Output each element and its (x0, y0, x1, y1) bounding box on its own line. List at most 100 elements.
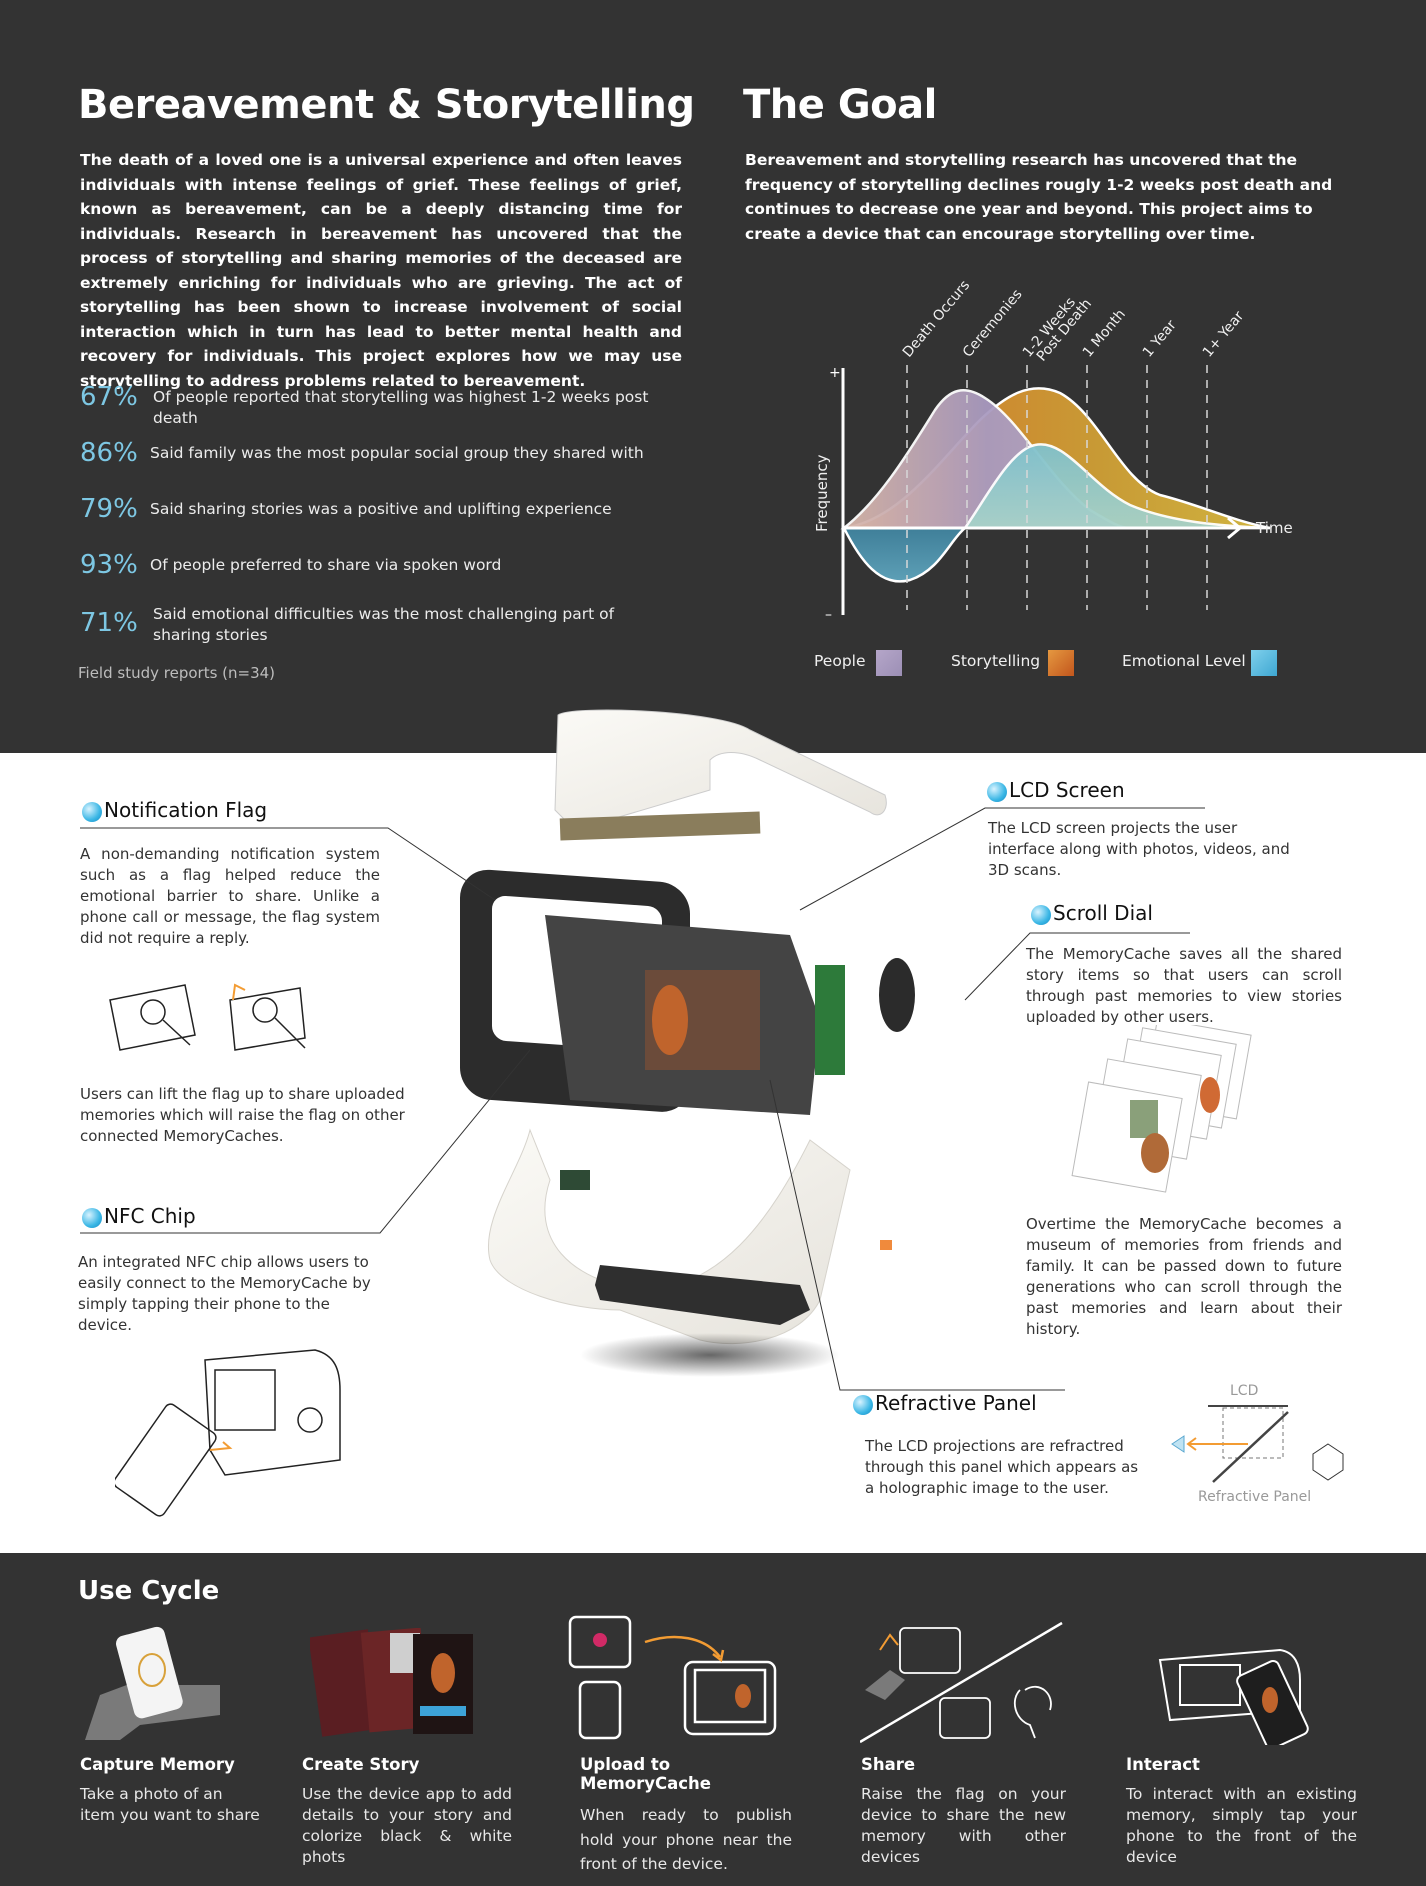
phone-icon (116, 1626, 183, 1719)
scroll-dial-text: The MemoryCache saves all the shared sto… (1026, 945, 1342, 1026)
lcd-screen-title: LCD Screen (987, 778, 1125, 802)
bullet-icon (82, 1207, 102, 1228)
step-text: Take a photo of an item you want to shar… (80, 1785, 260, 1824)
stat-text: Said sharing stories was a positive and … (150, 500, 612, 518)
stat-text: Said family was the most popular social … (150, 444, 644, 462)
upload-arrow-icon (644, 1635, 721, 1658)
scroll-dial-text2: Overtime the MemoryCache becomes a museu… (1026, 1215, 1342, 1338)
base-plate (595, 1265, 810, 1325)
publish-bar (420, 1706, 466, 1716)
step-title: Upload to MemoryCache (580, 1755, 711, 1793)
device-screen-icon (693, 1668, 767, 1724)
bereavement-title: Bereavement & Storytelling (78, 82, 695, 128)
step-create: Create Story Use the device app to add d… (302, 1755, 512, 1868)
device-icon (899, 1627, 961, 1674)
scroll-dial-title: Scroll Dial (1031, 901, 1153, 925)
lcd-callout (799, 807, 1205, 911)
x-axis-label: Time (1255, 519, 1293, 537)
step-text: Raise the flag on your device to share t… (861, 1785, 1066, 1866)
memory-cards-stack (1071, 1025, 1252, 1193)
refractive-callout (769, 1079, 1065, 1391)
legend-emotional-label: Emotional Level (1122, 652, 1246, 670)
step-title: Capture Memory (80, 1755, 235, 1774)
lcd-screen-text: The LCD screen projects the user interfa… (988, 819, 1290, 879)
step-upload: Upload to MemoryCache When ready to publ… (580, 1755, 792, 1877)
orange-part (880, 1240, 892, 1250)
stat-item: 71% Said emotional difficulties was the … (80, 604, 680, 656)
create-story-illustration (310, 1628, 473, 1737)
stat-value: 67% (80, 382, 138, 412)
nfc-chip-part (560, 1170, 590, 1190)
step-share: Share Raise the flag on your device to s… (861, 1755, 1066, 1868)
device-dial-sketch (297, 1407, 323, 1433)
notification-flag-label: Notification Flag (104, 798, 268, 822)
top-section (0, 0, 1426, 753)
notification-flag-title: Notification Flag (82, 798, 267, 822)
emotional-negative-area (841, 526, 969, 583)
diagram-panel-label: Refractive Panel (1198, 1489, 1312, 1505)
stat-value: 93% (80, 550, 138, 580)
legend-people-swatch (876, 650, 902, 676)
light-path (1222, 1407, 1284, 1459)
phone-icon (578, 1680, 622, 1740)
interact-illustration (1158, 1648, 1309, 1745)
bullet-icon (1031, 904, 1051, 925)
upload-illustration (568, 1615, 777, 1740)
use-cycle-title: Use Cycle (78, 1576, 220, 1606)
hologram-cube-icon (1312, 1443, 1344, 1481)
refraction-diagram: LCD Refractive Panel (1148, 1380, 1368, 1510)
flag-down-sketch (109, 984, 196, 1051)
device-icon (939, 1697, 991, 1739)
stat-value: 71% (80, 608, 138, 638)
notification-flag-text2: Users can lift the flag up to share uplo… (80, 1085, 405, 1145)
artifact-icon (138, 1653, 166, 1687)
scroll-dial-label: Scroll Dial (1053, 901, 1153, 925)
device-screen-icon (1179, 1664, 1241, 1706)
stat-text: Said emotional difficulties was the most… (153, 605, 615, 644)
card-artifact-image (1200, 1077, 1220, 1113)
legend-storytelling-swatch (1048, 650, 1074, 676)
device-icon (1158, 1648, 1301, 1722)
flag-up-sketch (229, 987, 306, 1051)
goal-title: The Goal (743, 82, 937, 128)
stat-item: 86% Said family was the most popular soc… (80, 436, 680, 476)
raise-arrow-icon (232, 983, 246, 1001)
memory-card (1071, 1081, 1183, 1193)
card-photo-image (1130, 1100, 1158, 1138)
time-marker-label: Ceremonies (960, 286, 1026, 360)
arrow-head (712, 1649, 725, 1663)
device-sketch (204, 1349, 341, 1476)
legend-storytelling-label: Storytelling (951, 652, 1041, 670)
refractive-panel-text: The LCD projections are refractred throu… (865, 1437, 1139, 1497)
notification-flag-text: A non-demanding notification system such… (80, 845, 380, 947)
nfc-callout (80, 1049, 531, 1234)
legend-emotional-swatch (1251, 650, 1277, 676)
stat-value: 86% (80, 438, 138, 468)
panel-line (1212, 1411, 1289, 1483)
circuit-board (815, 965, 845, 1075)
refractive-panel-label: Refractive Panel (875, 1391, 1037, 1415)
bullet-icon (853, 1394, 873, 1415)
callout-lines (80, 807, 1205, 1391)
step-text: To interact with an existing memory, sim… (1126, 1785, 1357, 1866)
stat-value: 79% (80, 494, 138, 524)
arrow-head (1186, 1437, 1197, 1451)
display-artifact (652, 985, 688, 1055)
scroll-dial-part (879, 958, 915, 1032)
footnote: Field study reports (n=34) (78, 664, 276, 682)
eye-icon (1171, 1435, 1185, 1453)
bullet-icon (987, 781, 1007, 802)
flag-sketch-icons (109, 983, 306, 1051)
time-marker-label: 1 Year (1140, 317, 1180, 360)
notification-callout (80, 827, 496, 901)
flag-up-pole (274, 1017, 306, 1049)
goal-body: Bereavement and storytelling research ha… (745, 151, 1333, 243)
chart-legend: People Storytelling Emotional Level (814, 650, 1284, 680)
y-axis-label: Frequency (813, 454, 831, 532)
stat-text: Of people preferred to share via spoken … (150, 556, 502, 574)
memorycache-exploded-view (460, 709, 915, 1377)
flag-up-circle (252, 997, 278, 1023)
stats-list: 67% Of people reported that storytelling… (80, 380, 680, 660)
y-plus-label: + (829, 365, 841, 381)
artifact-icon (431, 1653, 455, 1693)
